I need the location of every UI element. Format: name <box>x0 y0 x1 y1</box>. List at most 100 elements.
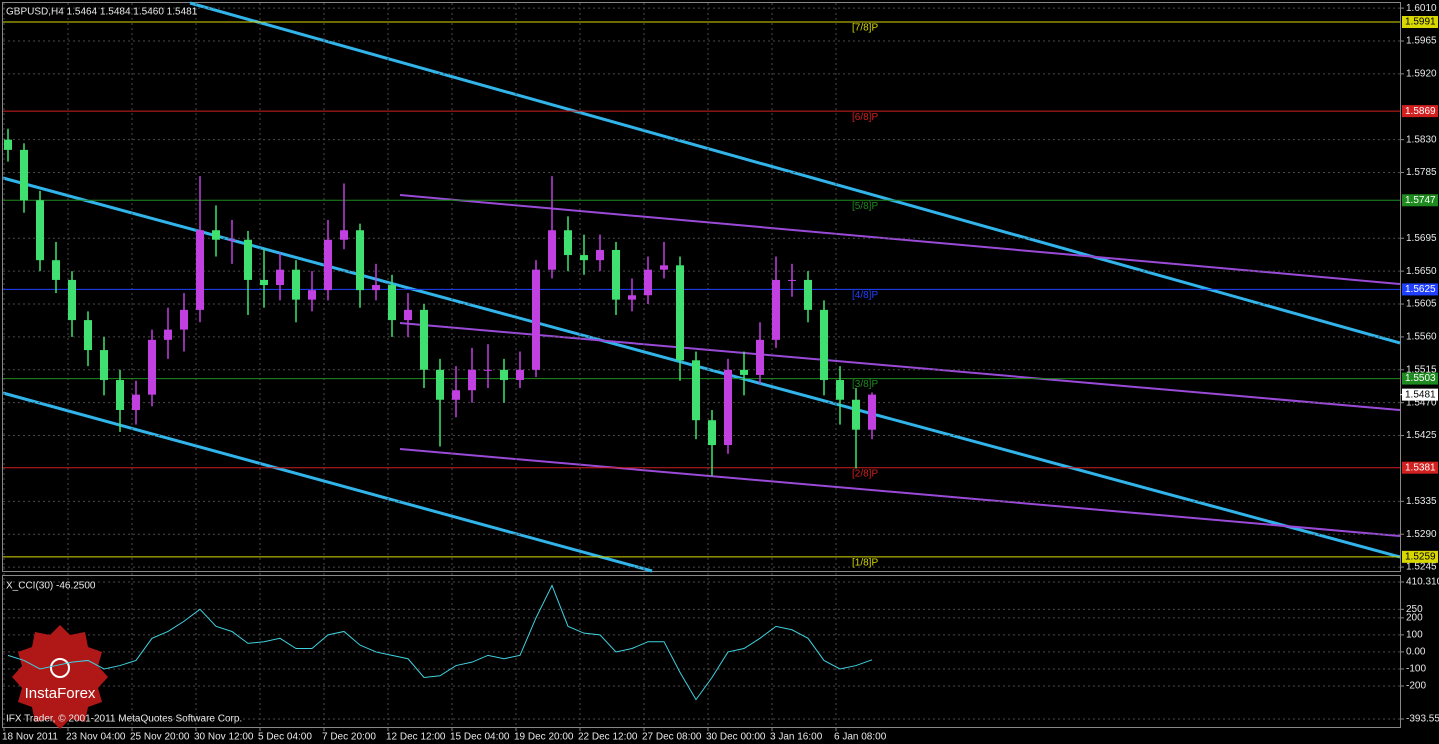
x-tick-label: 3 Jan 16:00 <box>770 732 823 743</box>
candle-body <box>820 309 828 381</box>
x-tick-label: 30 Dec 00:00 <box>706 732 766 743</box>
candle-body <box>596 249 604 261</box>
y-tick-label: 1.5425 <box>1406 430 1437 441</box>
candle-body <box>276 269 284 286</box>
candle-body <box>532 269 540 370</box>
x-tick-label: 25 Nov 20:00 <box>130 732 190 743</box>
candle-body <box>868 394 876 430</box>
channel-line <box>2 176 1401 559</box>
candle-body <box>292 269 300 300</box>
candle-body <box>388 285 396 321</box>
candle-body <box>36 200 44 261</box>
candle-body <box>692 360 700 421</box>
candle-body <box>244 239 252 280</box>
level-price-box <box>1402 372 1438 385</box>
candle-body <box>756 339 764 375</box>
logo-icon <box>50 658 70 678</box>
candle-body <box>468 369 476 391</box>
regression-line <box>399 194 1401 285</box>
level-label: [7/8]P <box>852 23 878 34</box>
x-tick-label: 15 Dec 04:00 <box>450 732 510 743</box>
channel-line <box>2 391 653 573</box>
logo: InstaForex <box>12 625 108 729</box>
level-label: [3/8]P <box>852 379 878 390</box>
candle-body <box>324 239 332 291</box>
chart-title: GBPUSD,H4 1.5464 1.5484 1.5460 1.5481 <box>6 7 198 18</box>
candle-body <box>84 320 92 351</box>
x-tick-label: 5 Dec 04:00 <box>258 732 312 743</box>
candle-body <box>516 369 524 381</box>
candle-body <box>52 260 60 280</box>
candle-body <box>100 350 108 381</box>
level-price: 1.5503 <box>1405 373 1436 384</box>
candle-body <box>772 279 780 340</box>
candle-body <box>436 369 444 400</box>
candle-body <box>356 230 364 291</box>
regression-line <box>399 322 1401 411</box>
candle-body <box>660 265 668 270</box>
candle-body <box>708 420 716 446</box>
y-tick-label: 1.5290 <box>1406 529 1437 540</box>
main-frame <box>2 2 1401 572</box>
x-tick-label: 19 Dec 20:00 <box>514 732 574 743</box>
level-price-box <box>1402 550 1438 563</box>
level-price: 1.5869 <box>1405 106 1436 117</box>
footer: IFX Trader, © 2001-2011 MetaQuotes Softw… <box>6 714 242 725</box>
x-tick-label: 22 Dec 12:00 <box>578 732 638 743</box>
y-tick-label: 1.5965 <box>1406 36 1437 47</box>
level-label: [4/8]P <box>852 290 878 301</box>
y-tick-label: 1.5650 <box>1406 266 1437 277</box>
candle-body <box>20 149 28 201</box>
candle-body <box>420 309 428 370</box>
level-price-box <box>1402 194 1438 207</box>
x-tick-label: 23 Nov 04:00 <box>66 732 126 743</box>
candle-body <box>580 255 588 261</box>
y-tick-label: 1.5515 <box>1406 364 1437 375</box>
cci-line <box>7 584 873 701</box>
candle-body <box>4 139 12 150</box>
candle-body <box>804 279 812 310</box>
level-label: [6/8]P <box>852 112 878 123</box>
candle-body <box>148 339 156 395</box>
candle-body <box>164 329 172 340</box>
level-price-box <box>1402 15 1438 28</box>
y-tick-label: 1.5830 <box>1406 134 1437 145</box>
regression-line <box>399 448 1401 537</box>
candle-body <box>500 369 508 381</box>
candle-body <box>260 279 268 286</box>
y-tick-label: -100 <box>1406 664 1426 675</box>
candle-body <box>68 279 76 321</box>
candle-body <box>644 269 652 296</box>
y-tick-label: 1.5245 <box>1406 562 1437 573</box>
candle-body <box>212 230 220 240</box>
level-price-box <box>1402 283 1438 296</box>
candle-body <box>612 249 620 300</box>
candle-body <box>180 309 188 330</box>
level-price-box <box>1402 461 1438 474</box>
level-price: 1.5259 <box>1405 551 1436 562</box>
candle-body <box>132 394 140 410</box>
y-tick-label: 410.310 <box>1406 577 1439 588</box>
candle-body <box>404 309 412 321</box>
y-tick-label: -200 <box>1406 681 1426 692</box>
y-tick-label: 1.5920 <box>1406 69 1437 80</box>
y-tick-label: 1.5470 <box>1406 397 1437 408</box>
candle-body <box>484 369 492 371</box>
y-tick-label: 1.5605 <box>1406 299 1437 310</box>
x-tick-label: 6 Jan 08:00 <box>834 732 887 743</box>
logo-text: InstaForex <box>25 685 96 702</box>
candle-body <box>116 380 124 410</box>
y-tick-label: 0.00 <box>1406 647 1426 658</box>
candle-body <box>852 399 860 430</box>
current-price: 1.5481 <box>1405 389 1436 400</box>
candle-body <box>372 285 380 291</box>
candle-body <box>724 369 732 446</box>
y-tick-label: -393.555 <box>1406 714 1439 725</box>
candle-body <box>452 390 460 400</box>
level-price: 1.5625 <box>1405 284 1436 295</box>
candle-body <box>628 295 636 300</box>
candle-body <box>676 265 684 361</box>
x-tick-label: 18 Nov 2011 <box>2 732 58 743</box>
candle-body <box>228 239 236 241</box>
